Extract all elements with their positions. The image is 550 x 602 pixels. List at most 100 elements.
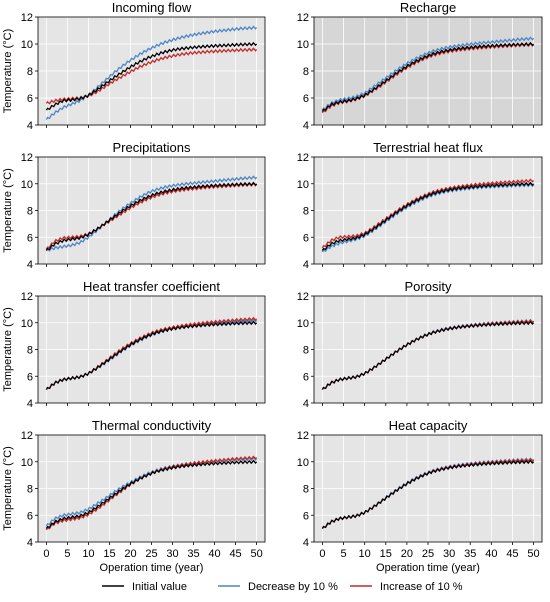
y-tick-label: 8: [27, 206, 33, 218]
y-tick-label: 8: [27, 484, 33, 496]
y-tick-label: 10: [21, 179, 33, 191]
y-tick-label: 4: [303, 259, 309, 271]
y-tick-label: 6: [27, 232, 33, 244]
panel-porosity: 4 6 8 10 12 Porosity: [297, 279, 543, 410]
series-line-initial-value: [45, 181, 258, 251]
y-tick-label: 4: [27, 537, 33, 549]
series-line-decrease-by-10: [45, 25, 258, 120]
y-tick-label: 8: [303, 345, 309, 357]
x-tick-label: 30: [443, 548, 455, 560]
x-axis-label: Operation time (year): [100, 562, 204, 574]
panel-title: Thermal conductivity: [92, 418, 212, 433]
y-tick-label: 12: [21, 291, 33, 303]
x-tick-label: 10: [82, 548, 94, 560]
y-tick-label: 8: [303, 484, 309, 496]
panel-thermal-conductivity: 4 6 8 10 12 0 5 10 15 20 25 30 35 40 45 50 Operation tim…: [2, 418, 266, 574]
x-tick-label: 25: [422, 548, 434, 560]
series-line-initial-value: [321, 459, 535, 529]
y-tick-label: 4: [303, 120, 309, 132]
x-tick-label: 40: [208, 548, 220, 560]
y-tick-label: 4: [303, 537, 309, 549]
x-tick-label: 50: [527, 548, 539, 560]
y-tick-label: 8: [27, 345, 33, 357]
y-tick-label: 12: [297, 12, 309, 24]
series-line-decrease-by-10: [321, 182, 535, 253]
x-tick-label: 45: [229, 548, 241, 560]
y-tick-label: 6: [303, 93, 309, 105]
y-tick-label: 8: [303, 206, 309, 218]
y-tick-label: 10: [21, 457, 33, 469]
panel-title: Heat transfer coefficient: [83, 279, 220, 294]
x-tick-label: 15: [103, 548, 115, 560]
panel-heat-capacity: 4 6 8 10 12 0 5 10 15 20 25 30 35 40 45 50 Operation tim…: [297, 418, 543, 574]
legend-label-increase: Increase of 10 %: [380, 581, 463, 593]
y-tick-label: 12: [21, 12, 33, 24]
panel-title: Heat capacity: [389, 418, 468, 433]
series-line-initial-value: [45, 41, 258, 111]
y-tick-label: 10: [297, 179, 309, 191]
y-tick-label: 6: [303, 232, 309, 244]
y-tick-label: 6: [27, 510, 33, 522]
y-tick-label: 12: [21, 152, 33, 164]
series-line-increase-of-10: [321, 178, 535, 249]
legend-label-initial: Initial value: [132, 581, 187, 593]
y-tick-label: 6: [303, 510, 309, 522]
series-line-initial-value: [321, 181, 535, 251]
panel-terrestrial-heat-flux: 4 6 8 10 12 Terrestrial heat flux: [297, 140, 543, 271]
y-tick-label: 4: [27, 120, 33, 132]
x-tick-label: 5: [64, 548, 70, 560]
y-tick-label: 6: [27, 93, 33, 105]
y-tick-label: 6: [303, 371, 309, 383]
x-tick-label: 45: [506, 548, 518, 560]
series-line-increase-of-10: [45, 182, 258, 250]
panel-precipitations: 4 6 8 10 12 Precipitations Temperature (°C): [2, 140, 266, 271]
series-line-decrease-by-10: [45, 175, 258, 252]
legend: Initial value Decrease by 10 % Increase …: [102, 581, 463, 593]
y-axis-label: Temperature (°C): [2, 446, 14, 530]
y-tick-label: 12: [297, 291, 309, 303]
series-line-initial-value: [45, 459, 258, 529]
x-tick-label: 40: [485, 548, 497, 560]
panel-title: Precipitations: [112, 140, 191, 155]
y-tick-label: 8: [303, 66, 309, 78]
y-tick-label: 4: [27, 259, 33, 271]
x-tick-label: 35: [187, 548, 199, 560]
x-tick-label: 30: [166, 548, 178, 560]
panel-title: Porosity: [405, 279, 452, 294]
y-tick-label: 6: [27, 371, 33, 383]
y-tick-label: 4: [303, 398, 309, 410]
y-tick-label: 10: [21, 39, 33, 51]
legend-label-decrease: Decrease by 10 %: [248, 581, 338, 593]
series-line-initial-value: [321, 41, 535, 112]
x-tick-label: 0: [43, 548, 49, 560]
x-tick-label: 35: [464, 548, 476, 560]
y-tick-label: 12: [297, 430, 309, 442]
y-tick-label: 12: [297, 152, 309, 164]
y-tick-label: 10: [21, 318, 33, 330]
y-tick-label: 10: [297, 318, 309, 330]
panel-incoming-flow: 4 6 8 10 12 Incoming flow Temperature (°C): [2, 0, 266, 132]
y-tick-label: 10: [297, 457, 309, 469]
panel-title: Incoming flow: [112, 0, 192, 15]
series-line-initial-value: [45, 320, 258, 390]
x-tick-label: 20: [401, 548, 413, 560]
y-axis-label: Temperature (°C): [2, 29, 14, 113]
y-tick-label: 8: [27, 66, 33, 78]
y-tick-label: 10: [297, 39, 309, 51]
y-axis-label: Temperature (°C): [2, 168, 14, 252]
x-tick-label: 25: [145, 548, 157, 560]
x-tick-label: 0: [319, 548, 325, 560]
series-line-initial-value: [321, 320, 535, 390]
x-tick-label: 20: [124, 548, 136, 560]
panel-title: Recharge: [400, 0, 456, 15]
y-tick-label: 4: [27, 398, 33, 410]
y-tick-label: 12: [21, 430, 33, 442]
x-tick-label: 5: [340, 548, 346, 560]
panel-recharge: 4 6 8 10 12 Recharge: [297, 0, 543, 132]
series-line-decrease-by-10: [321, 36, 535, 111]
panels-group: 4 6 8 10 12 Incoming flow Temperature (°C) 4 6 8 1…: [2, 0, 543, 574]
panel-heat-transfer-coefficient: 4 6 8 10 12 Heat transfer coefficient Temperat…: [2, 279, 266, 410]
x-axis-label: Operation time (year): [376, 562, 480, 574]
panel-title: Terrestrial heat flux: [373, 140, 483, 155]
